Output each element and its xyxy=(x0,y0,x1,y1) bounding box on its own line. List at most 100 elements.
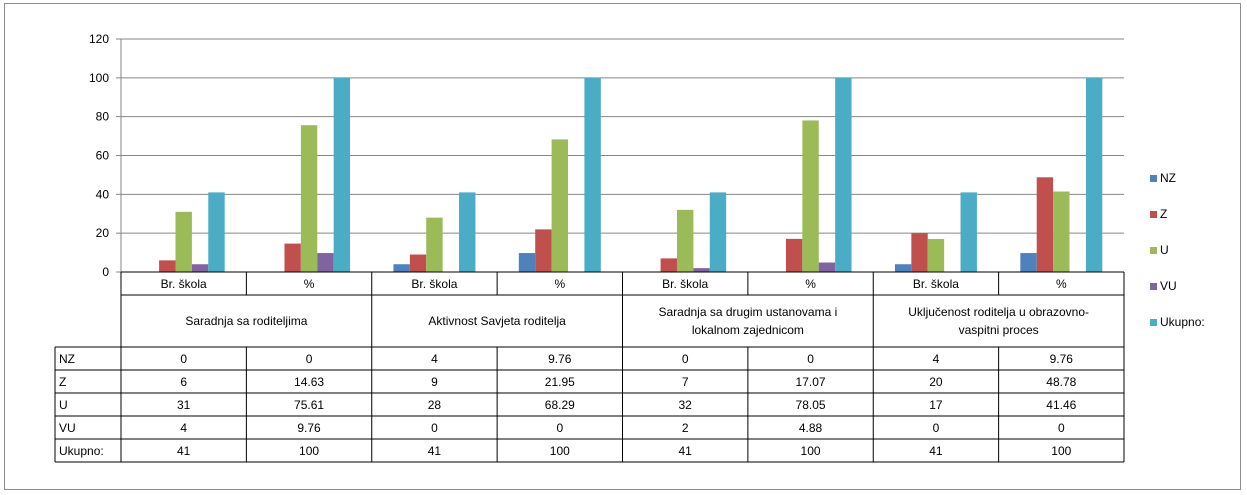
y-tick-label: 100 xyxy=(89,71,109,85)
table-row-header: NZ xyxy=(59,352,75,366)
legend-swatch xyxy=(1150,247,1157,254)
legend-swatch xyxy=(1150,283,1157,290)
y-tick-label: 40 xyxy=(96,187,110,201)
table-cell: 28 xyxy=(428,398,442,412)
table-cell: 4 xyxy=(933,352,940,366)
table-cell: 41 xyxy=(428,444,442,458)
table-cell: 9.76 xyxy=(297,421,321,435)
table-cell: 100 xyxy=(801,444,821,458)
table-cell: 31 xyxy=(177,398,191,412)
bar-ukupno-5 xyxy=(835,78,851,272)
legend-label: Ukupno: xyxy=(1160,315,1205,329)
bar-z-2 xyxy=(410,255,426,272)
bar-u-1 xyxy=(301,125,317,272)
bar-u-3 xyxy=(552,139,568,272)
group-label: Aktivnost Savjeta roditelja xyxy=(428,314,566,328)
legend-label: VU xyxy=(1160,279,1177,293)
table-cell: 9.76 xyxy=(548,352,572,366)
bar-vu-5 xyxy=(819,263,835,272)
legend-item: Ukupno: xyxy=(1150,314,1205,330)
table-cell: 48.78 xyxy=(1046,375,1076,389)
legend-swatch xyxy=(1150,211,1157,218)
bar-z-6 xyxy=(911,233,927,272)
table-cell: 41.46 xyxy=(1046,398,1076,412)
bar-nz-6 xyxy=(895,264,911,272)
table-row-header: Ukupno: xyxy=(59,444,104,458)
table-cell: 0 xyxy=(682,352,689,366)
group-label: Uključenost roditelja u obrazovno- xyxy=(908,305,1089,319)
table-cell: 4.88 xyxy=(799,421,823,435)
legend-item: VU xyxy=(1150,278,1177,294)
bar-u-2 xyxy=(426,218,442,272)
bar-nz-3 xyxy=(519,253,535,272)
bar-vu-4 xyxy=(693,268,709,272)
bar-u-7 xyxy=(1053,191,1069,272)
table-cell: 41 xyxy=(177,444,191,458)
category-label: % xyxy=(304,277,315,291)
legend-label: Z xyxy=(1160,207,1167,221)
bar-z-0 xyxy=(159,260,175,272)
bar-z-3 xyxy=(535,229,551,272)
table-cell: 68.29 xyxy=(545,398,575,412)
table-cell: 6 xyxy=(180,375,187,389)
table-cell: 78.05 xyxy=(796,398,826,412)
bar-u-4 xyxy=(677,210,693,272)
table-cell: 41 xyxy=(679,444,693,458)
legend-item: NZ xyxy=(1150,170,1176,186)
table-cell: 14.63 xyxy=(294,375,324,389)
table-cell: 17 xyxy=(929,398,943,412)
group-label: Saradnja sa roditeljima xyxy=(185,314,307,328)
group-label: vaspitni proces xyxy=(959,323,1039,337)
y-tick-label: 120 xyxy=(89,32,109,46)
table-cell: 0 xyxy=(180,352,187,366)
legend-swatch xyxy=(1150,319,1157,326)
bar-z-5 xyxy=(786,239,802,272)
table-cell: 9 xyxy=(431,375,438,389)
table-cell: 9.76 xyxy=(1050,352,1074,366)
table-cell: 100 xyxy=(550,444,570,458)
category-label: Br. škola xyxy=(662,277,708,291)
bar-ukupno-0 xyxy=(208,192,224,272)
group-label: lokalnom zajednicom xyxy=(692,323,804,337)
table-cell: 4 xyxy=(431,352,438,366)
table-row-header: U xyxy=(59,398,68,412)
group-label: Saradnja sa drugim ustanovama i xyxy=(658,305,837,319)
bar-u-5 xyxy=(802,120,818,272)
table-cell: 0 xyxy=(431,421,438,435)
table-cell: 2 xyxy=(682,421,689,435)
table-cell: 7 xyxy=(682,375,689,389)
table-cell: 21.95 xyxy=(545,375,575,389)
bar-ukupno-2 xyxy=(459,192,475,272)
legend-item: U xyxy=(1150,242,1169,258)
bar-ukupno-3 xyxy=(584,78,600,272)
bar-ukupno-1 xyxy=(334,78,350,272)
table-cell: 0 xyxy=(1058,421,1065,435)
bar-nz-2 xyxy=(393,264,409,272)
table-row-header: Z xyxy=(59,375,66,389)
table-cell: 100 xyxy=(1051,444,1071,458)
bar-vu-1 xyxy=(317,253,333,272)
category-label: Br. škola xyxy=(411,277,457,291)
table-cell: 0 xyxy=(556,421,563,435)
table-cell: 41 xyxy=(929,444,943,458)
table-cell: 0 xyxy=(306,352,313,366)
bar-ukupno-4 xyxy=(710,192,726,272)
bar-ukupno-6 xyxy=(961,192,977,272)
table-cell: 75.61 xyxy=(294,398,324,412)
legend-label: NZ xyxy=(1160,171,1176,185)
legend-item: Z xyxy=(1150,206,1167,222)
y-tick-label: 60 xyxy=(96,149,110,163)
legend-label: U xyxy=(1160,243,1169,257)
table-cell: 0 xyxy=(807,352,814,366)
category-label: % xyxy=(1056,277,1067,291)
table-row-header: VU xyxy=(59,421,76,435)
bar-z-1 xyxy=(284,244,300,272)
bar-z-7 xyxy=(1037,177,1053,272)
y-tick-label: 20 xyxy=(96,226,110,240)
bar-nz-7 xyxy=(1020,253,1036,272)
bar-z-4 xyxy=(661,258,677,272)
bar-vu-0 xyxy=(192,264,208,272)
y-tick-label: 80 xyxy=(96,110,110,124)
y-tick-label: 0 xyxy=(102,265,109,279)
